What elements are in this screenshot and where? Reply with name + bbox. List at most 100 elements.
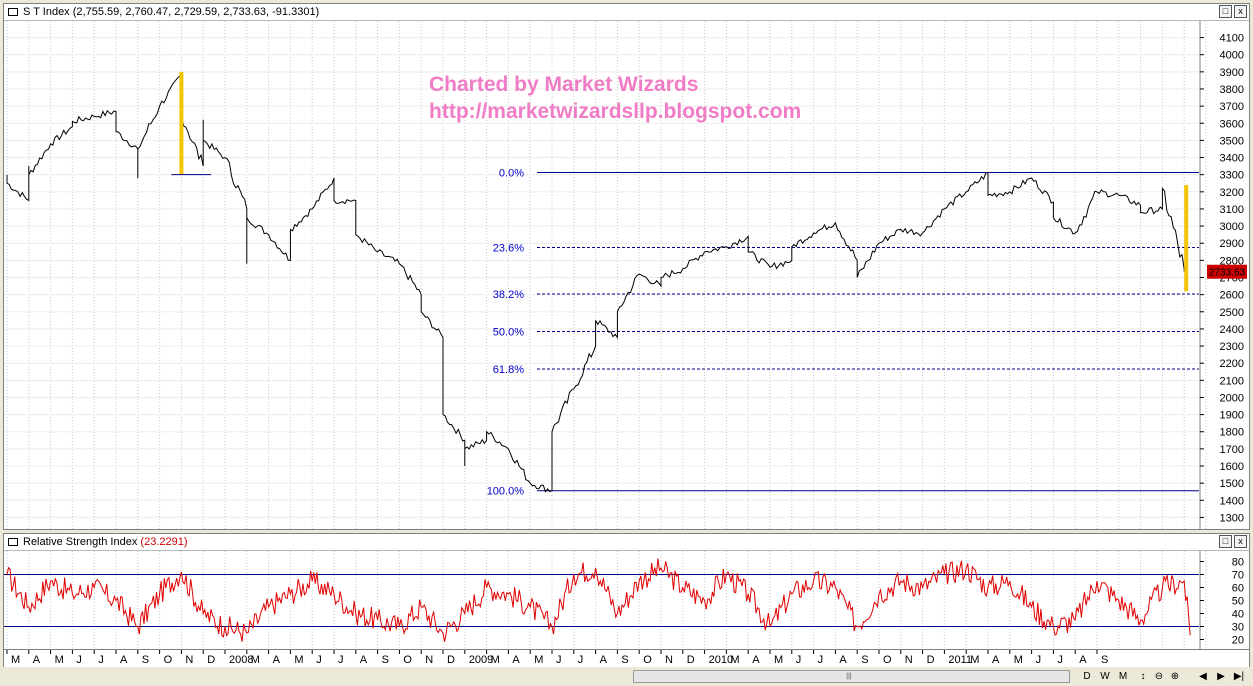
price-tick-label: 3700: [1220, 101, 1244, 113]
time-tick-label: J: [556, 654, 562, 666]
time-tick-label: A: [1079, 654, 1087, 666]
time-tick-label: M: [774, 654, 783, 666]
rsi-tick-label: 80: [1232, 557, 1244, 569]
rsi-pane[interactable]: Relative Strength Index (23.2291) □ x 20…: [3, 533, 1250, 650]
time-tick-label: O: [403, 654, 412, 666]
time-tick-label: N: [425, 654, 433, 666]
time-tick-label: S: [382, 654, 389, 666]
fib-level-label: 38.2%: [493, 289, 524, 301]
scroll-left-icon[interactable]: ◀: [1199, 671, 1207, 682]
price-tick-label: 2900: [1220, 238, 1244, 250]
fib-level-label: 100.0%: [487, 486, 525, 498]
maximize-button[interactable]: □: [1219, 535, 1232, 548]
scroll-end-icon[interactable]: ▶|: [1233, 671, 1245, 682]
rsi-series-line: [6, 558, 1191, 642]
price-tick-label: 2300: [1220, 341, 1244, 353]
time-tick-label: J: [316, 654, 322, 666]
zoom-in-icon[interactable]: ⊕: [1170, 671, 1180, 682]
price-tick-label: 3000: [1220, 221, 1244, 233]
last-price-marker: 2733.63: [1207, 264, 1247, 279]
time-tick-label: J: [578, 654, 584, 666]
price-tick-label: 1600: [1220, 461, 1244, 473]
time-tick-label: D: [687, 654, 695, 666]
time-tick-label: M: [1014, 654, 1023, 666]
time-tick-label: S: [1101, 654, 1108, 666]
instrument-name: S T Index: [23, 6, 70, 18]
rsi-tick-label: 40: [1232, 609, 1244, 621]
rsi-series-group: [6, 558, 1191, 642]
rsi-tick-label: 70: [1232, 570, 1244, 582]
rsi-tick-label: 30: [1232, 622, 1244, 634]
zoom-out-icon[interactable]: ⊖: [1154, 671, 1164, 682]
time-tick-label: D: [447, 654, 455, 666]
period-weekly-button[interactable]: W: [1100, 671, 1110, 682]
time-tick-label: J: [1036, 654, 1042, 666]
scroll-right-icon[interactable]: ▶: [1217, 671, 1225, 682]
price-tick-label: 3100: [1220, 204, 1244, 216]
time-axis: 7MAMJJASOND2008MAMJJASOND2009MAMJJASOND2…: [3, 650, 1250, 667]
time-tick-label: M: [55, 654, 64, 666]
time-tick-label: J: [98, 654, 104, 666]
rsi-tick-label: 20: [1232, 635, 1244, 647]
price-tick-label: 4000: [1220, 50, 1244, 62]
time-tick-label: 2009: [469, 654, 493, 666]
time-tick-label: M: [491, 654, 500, 666]
time-tick-label: M: [970, 654, 979, 666]
period-daily-button[interactable]: D: [1083, 671, 1091, 682]
horizontal-scrollbar[interactable]: |||: [633, 670, 1070, 683]
price-tick-label: 2200: [1220, 358, 1244, 370]
price-tick-label: 1300: [1220, 512, 1244, 524]
price-tick-label: 1400: [1220, 495, 1244, 507]
time-tick-label: A: [512, 654, 520, 666]
period-monthly-button[interactable]: M: [1118, 671, 1128, 682]
last-price-label: 2733.63: [1209, 268, 1246, 279]
indicator-value: (23.2291): [140, 536, 188, 548]
time-tick-label: D: [207, 654, 215, 666]
watermark-url: http://marketwizardsllp.blogspot.com: [429, 100, 801, 123]
price-tick-label: 1800: [1220, 427, 1244, 439]
time-tick-label: O: [643, 654, 652, 666]
price-tick-label: 1900: [1220, 410, 1244, 422]
price-tick-label: 2400: [1220, 324, 1244, 336]
scroll-thumb[interactable]: |||: [846, 673, 852, 680]
rsi-grid: [4, 551, 1207, 649]
time-tick-label: M: [534, 654, 543, 666]
time-tick-label: M: [730, 654, 739, 666]
fib-level-label: 61.8%: [493, 364, 524, 376]
price-tick-label: 2000: [1220, 392, 1244, 404]
price-tick-label: 3400: [1220, 153, 1244, 165]
time-tick-label: 2011: [948, 654, 972, 666]
pan-icon[interactable]: ↕: [1140, 671, 1146, 682]
price-tick-label: 2100: [1220, 375, 1244, 387]
price-pane-title: S T Index (2,755.59, 2,760.47, 2,729.59,…: [23, 6, 319, 18]
rsi-tick-label: 60: [1232, 583, 1244, 595]
price-grid: [4, 21, 1207, 529]
time-tick-label: 2008: [229, 654, 253, 666]
price-axis: 1300 1400 1500 1600 1700 1800 1900 2000 2100 2200…: [1199, 21, 1244, 529]
price-tick-label: 3300: [1220, 170, 1244, 182]
time-tick-label: N: [665, 654, 673, 666]
time-tick-label: N: [185, 654, 193, 666]
price-tick-label: 3800: [1220, 84, 1244, 96]
annotations: [171, 71, 1189, 292]
maximize-button[interactable]: □: [1219, 5, 1232, 18]
time-tick-label: A: [752, 654, 760, 666]
time-tick-label: A: [839, 654, 847, 666]
pane-icon: [8, 8, 18, 16]
time-tick-label: J: [76, 654, 82, 666]
close-button[interactable]: x: [1234, 535, 1247, 548]
time-tick-label: S: [621, 654, 628, 666]
price-pane[interactable]: S T Index (2,755.59, 2,760.47, 2,729.59,…: [3, 3, 1250, 530]
price-tick-label: 1700: [1220, 444, 1244, 456]
rsi-pane-title: Relative Strength Index (23.2291): [23, 536, 188, 548]
price-tick-label: 3600: [1220, 118, 1244, 130]
time-tick-label: J: [338, 654, 344, 666]
close-button[interactable]: x: [1234, 5, 1247, 18]
time-tick-label: 2010: [709, 654, 733, 666]
pane-icon: [8, 538, 18, 546]
time-tick-label: O: [883, 654, 892, 666]
time-tick-label: M: [294, 654, 303, 666]
rsi-pane-titlebar: Relative Strength Index (23.2291) □ x: [4, 534, 1249, 551]
time-tick-label: J: [818, 654, 824, 666]
